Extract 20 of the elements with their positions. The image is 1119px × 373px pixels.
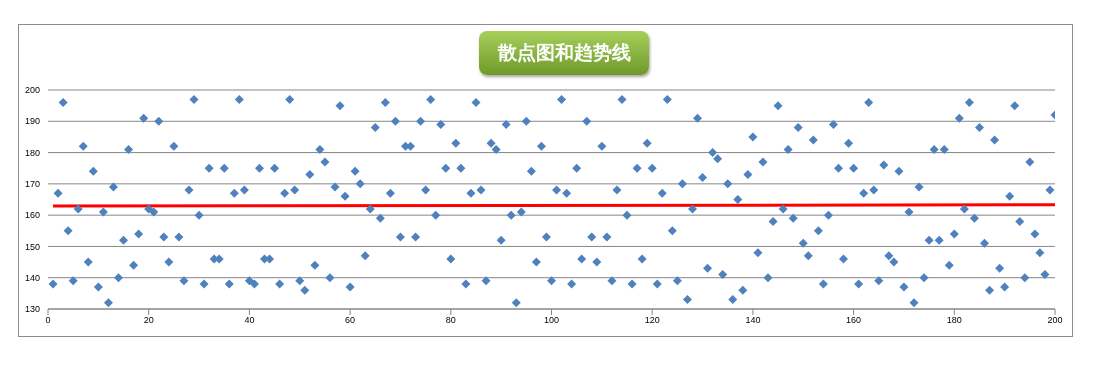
y-tick-label: 150 (24, 241, 40, 252)
x-tick-label: 140 (745, 315, 761, 326)
x-tick-label: 200 (1047, 315, 1063, 326)
x-tick-label: 180 (946, 315, 962, 326)
x-tick-label: 60 (345, 315, 356, 326)
x-tick-label: 100 (543, 315, 560, 326)
y-tick-label: 130 (24, 304, 40, 315)
x-tick-label: 160 (846, 315, 862, 326)
x-tick-label: 80 (445, 315, 456, 326)
y-tick-label: 170 (24, 179, 40, 190)
y-tick-label: 140 (24, 272, 40, 283)
x-tick-label: 20 (143, 315, 154, 326)
y-tick-label: 160 (24, 210, 40, 221)
y-tick-label: 200 (24, 85, 40, 96)
x-tick-label: 40 (244, 315, 255, 326)
y-tick-label: 190 (24, 116, 40, 127)
x-tick-label: 0 (45, 315, 51, 326)
x-tick-label: 120 (644, 315, 660, 326)
y-tick-label: 180 (24, 147, 40, 158)
chart-title: 散点图和趋势线 (479, 31, 649, 75)
